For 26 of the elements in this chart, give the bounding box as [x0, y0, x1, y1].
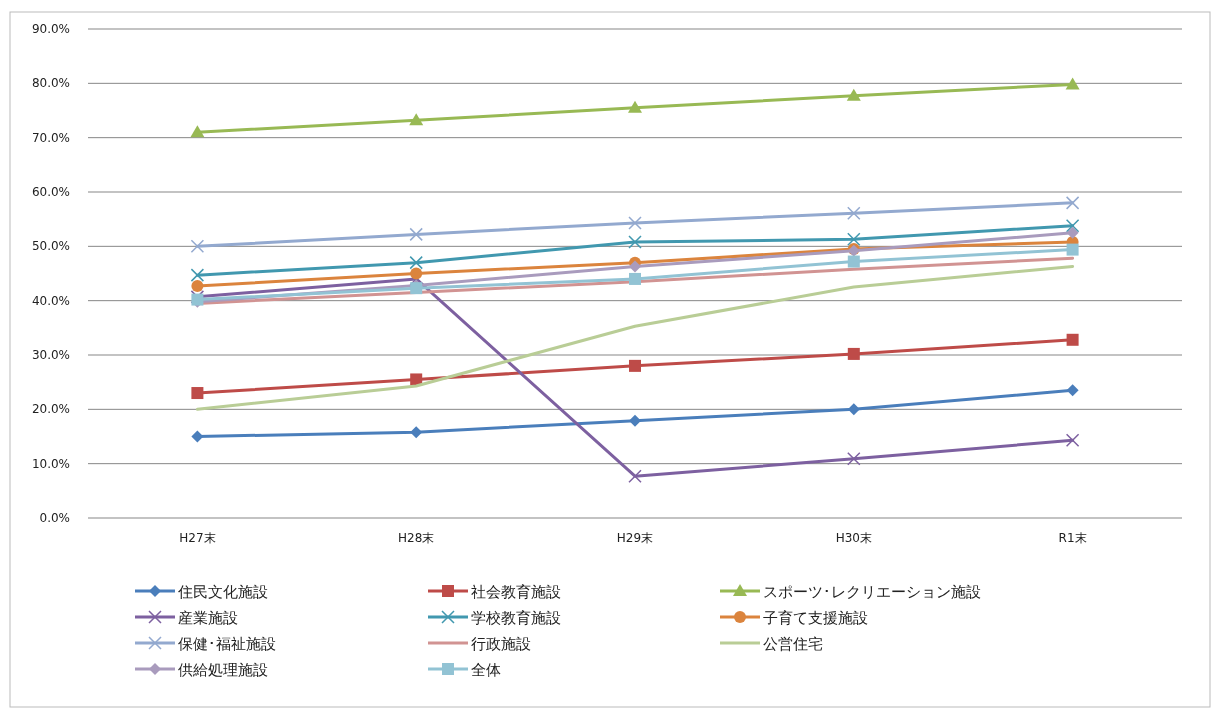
- y-tick-label: 80.0%: [31, 76, 70, 91]
- y-tick-label: 60.0%: [31, 185, 70, 199]
- legend-label: 住民文化施設: [177, 583, 268, 601]
- legend-label: 産業施設: [178, 609, 238, 627]
- y-tick-label: 70.0%: [31, 130, 70, 145]
- legend-label: 行政施設: [471, 635, 531, 653]
- x-tick-label: H30末: [835, 531, 872, 545]
- legend-label: 供給処理施設: [178, 661, 268, 679]
- y-tick-label: 20.0%: [31, 402, 70, 417]
- x-tick-label: R1末: [1058, 531, 1087, 545]
- y-tick-label: 90.0%: [31, 22, 70, 36]
- y-tick-label: 50.0%: [31, 239, 70, 254]
- legend-label: 全体: [471, 661, 501, 679]
- legend-label: 社会教育施設: [471, 583, 561, 601]
- y-tick-label: 10.0%: [31, 456, 70, 471]
- legend-label: スポーツ･レクリエーション施設: [763, 583, 981, 601]
- x-tick-label: H29末: [616, 531, 654, 545]
- legend-label: 保健･福祉施設: [178, 635, 276, 653]
- y-tick-label: 0.0%: [39, 511, 70, 525]
- legend-label: 子育て支援施設: [763, 609, 868, 627]
- y-tick-label: 30.0%: [31, 348, 70, 362]
- y-tick-label: 40.0%: [31, 293, 70, 308]
- x-tick-label: H28末: [398, 531, 435, 545]
- legend-label: 学校教育施設: [471, 609, 561, 627]
- legend-label: 公営住宅: [763, 635, 823, 653]
- x-tick-label: H27末: [179, 531, 216, 545]
